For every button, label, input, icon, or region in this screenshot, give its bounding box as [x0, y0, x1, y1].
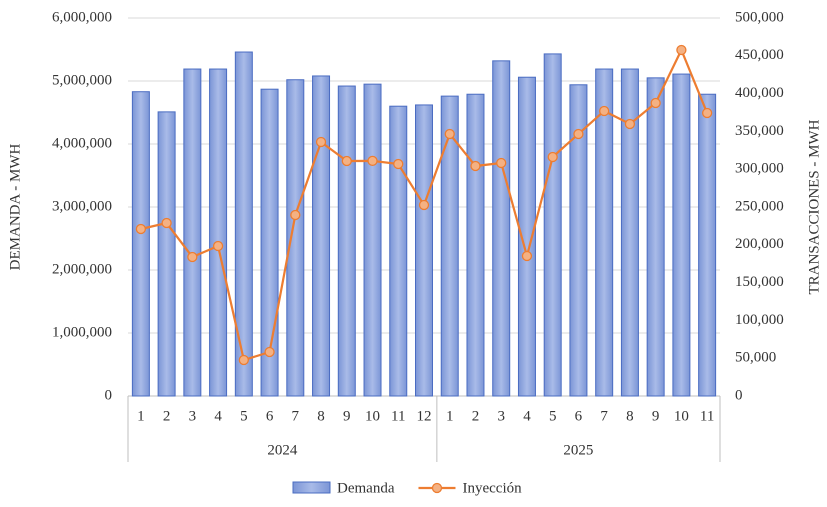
marker [187, 251, 198, 263]
x-tick-label: 12 [417, 408, 432, 424]
bar [312, 75, 331, 397]
y-tick-label: 5,000,000 [52, 72, 112, 88]
marker [238, 354, 249, 366]
bar [492, 60, 511, 397]
bar [157, 111, 176, 397]
y2-tick-label: 100,000 [735, 312, 784, 328]
bar [646, 77, 665, 397]
y2-tick-label: 450,000 [735, 47, 784, 63]
bar [415, 104, 433, 397]
y2-tick-label: 150,000 [735, 274, 784, 290]
bar [183, 68, 202, 397]
bar [260, 88, 279, 397]
x-tick-label: 3 [189, 408, 197, 424]
bar [363, 83, 382, 397]
x-tick-label: 9 [343, 408, 351, 424]
y-tick-label: 0 [105, 387, 113, 403]
x-tick-label: 1 [446, 408, 454, 424]
x-tick-label: 1 [137, 408, 145, 424]
x-tick-label: 11 [391, 408, 405, 424]
y-tick-label: 1,000,000 [52, 324, 112, 340]
y-tick-label: 6,000,000 [52, 9, 112, 25]
marker [444, 128, 455, 140]
bar [569, 84, 588, 397]
bar [131, 91, 150, 397]
bar [543, 53, 562, 397]
marker [624, 118, 636, 130]
bar [620, 68, 639, 397]
marker [290, 209, 301, 221]
bar [595, 68, 614, 397]
bar [234, 51, 253, 397]
x-tick-label: 2 [163, 408, 171, 424]
bar [672, 73, 691, 397]
marker [521, 250, 533, 262]
y2-tick-label: 50,000 [735, 350, 776, 366]
marker [367, 155, 378, 167]
x-tick-label: 6 [575, 408, 583, 424]
x-tick-label: 10 [674, 408, 689, 424]
marker [701, 107, 713, 119]
x-group-label: 2025 [563, 442, 593, 458]
x-tick-label: 10 [365, 408, 380, 424]
x-group-label: 2024 [267, 442, 298, 458]
bar [440, 95, 459, 397]
x-tick-label: 4 [523, 408, 531, 424]
marker [161, 217, 172, 229]
marker [496, 157, 507, 169]
x-tick-label: 11 [700, 408, 714, 424]
x-tick-label: 7 [292, 408, 300, 424]
legend-label: Demanda [337, 480, 395, 496]
x-tick-label: 5 [549, 408, 557, 424]
bar [337, 85, 356, 397]
marker [470, 160, 481, 172]
marker [418, 199, 430, 211]
bar [209, 68, 228, 397]
y-tick-label: 3,000,000 [52, 198, 112, 214]
x-tick-label: 3 [497, 408, 505, 424]
marker [212, 240, 224, 252]
marker [135, 223, 147, 235]
x-tick-label: 6 [266, 408, 274, 424]
bar [517, 76, 536, 397]
y2-tick-label: 500,000 [735, 9, 784, 25]
x-tick-label: 7 [600, 408, 608, 424]
x-tick-label: 4 [214, 408, 222, 424]
y2-tick-label: 0 [735, 387, 743, 403]
y2-tick-label: 350,000 [735, 123, 784, 139]
legend-swatch [292, 481, 331, 494]
marker [341, 155, 352, 167]
marker [547, 151, 558, 163]
marker [599, 105, 610, 117]
marker [573, 128, 584, 140]
bar [389, 105, 408, 397]
y2-tick-label: 200,000 [735, 236, 784, 252]
legend-swatch [431, 482, 443, 494]
bar [466, 93, 485, 397]
x-tick-label: 8 [626, 408, 634, 424]
y2-tick-label: 400,000 [735, 85, 784, 101]
y2-tick-label: 250,000 [735, 198, 784, 214]
y-axis-title: DEMANDA - MWH [7, 144, 23, 271]
x-tick-label: 2 [472, 408, 480, 424]
x-tick-label: 5 [240, 408, 248, 424]
marker [393, 158, 404, 170]
x-tick-label: 9 [652, 408, 660, 424]
marker [676, 44, 687, 56]
bar [286, 79, 305, 397]
y2-axis-title: TRANSACCIONES - MWH [806, 119, 822, 294]
y-tick-label: 4,000,000 [52, 135, 112, 151]
y2-tick-label: 300,000 [735, 161, 784, 177]
x-tick-label: 8 [317, 408, 325, 424]
marker [650, 97, 661, 109]
marker [315, 136, 327, 148]
marker [264, 346, 275, 358]
bar [698, 93, 717, 397]
y-tick-label: 2,000,000 [52, 261, 112, 277]
legend-label: Inyección [462, 480, 522, 496]
